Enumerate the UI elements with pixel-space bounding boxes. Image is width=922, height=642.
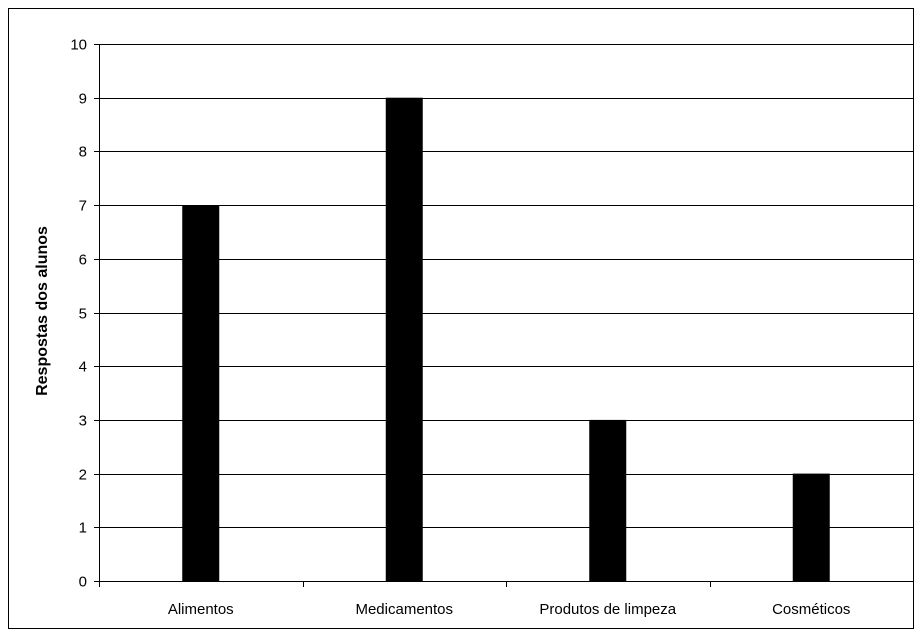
y-tick-label: 4 bbox=[79, 359, 87, 376]
gridlines bbox=[99, 44, 913, 528]
x-category-label: Alimentos bbox=[168, 601, 234, 618]
y-tick-label: 3 bbox=[79, 413, 87, 430]
y-tick-label: 8 bbox=[79, 144, 87, 161]
x-category-label: Cosméticos bbox=[772, 601, 850, 618]
chart-border bbox=[8, 8, 914, 629]
bar-alimentos bbox=[182, 205, 220, 581]
bar-produtos-de-limpeza bbox=[589, 419, 627, 581]
x-category-label: Produtos de limpeza bbox=[539, 601, 676, 618]
y-tick-label: 5 bbox=[79, 306, 87, 323]
y-tick-label: 6 bbox=[79, 252, 87, 269]
y-tick-label: 1 bbox=[79, 520, 87, 537]
y-tick-label: 0 bbox=[79, 574, 87, 591]
bar-medicamentos bbox=[385, 97, 423, 581]
y-tick-label: 2 bbox=[79, 467, 87, 484]
y-tick-label: 10 bbox=[70, 37, 87, 54]
y-axis-title: Respostas dos alunos bbox=[34, 226, 51, 396]
x-category-label: Medicamentos bbox=[355, 601, 453, 618]
bars bbox=[182, 97, 830, 581]
bar-cosm-ticos bbox=[792, 473, 830, 581]
axes bbox=[94, 44, 914, 587]
y-tick-label: 9 bbox=[79, 91, 87, 108]
y-tick-label: 7 bbox=[79, 198, 87, 215]
axis-labels: 0 1 2 3 4 5 6 7 8 9 10 Alimentos Medicamentos Produto… bbox=[70, 37, 850, 619]
